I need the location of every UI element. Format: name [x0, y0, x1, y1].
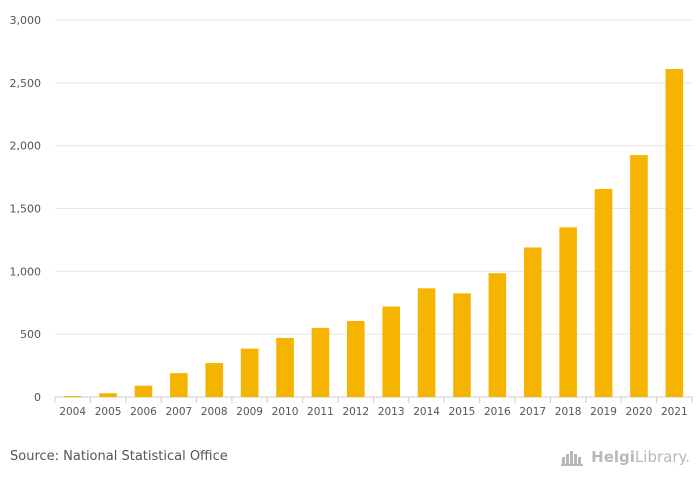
bar [170, 373, 188, 397]
x-tick-label: 2005 [95, 406, 122, 418]
helgi-library-logo[interactable]: HelgiLibrary. [561, 446, 690, 468]
bar [205, 363, 224, 397]
bar-chart: 0 500 1,000 1,500 2,000 2,500 3,000 2004 2005 200… [10, 14, 693, 418]
y-tick-label: 3,000 [10, 14, 42, 27]
chart-building-icon [561, 451, 584, 466]
x-tick-label: 2021 [661, 406, 688, 418]
bar [523, 247, 542, 397]
bar [488, 273, 507, 397]
x-tick-label: 2020 [626, 406, 653, 418]
logo-text: Library. [634, 448, 690, 466]
x-tick-label: 2017 [519, 406, 546, 418]
x-tick-label: 2018 [555, 406, 582, 418]
y-tick-label: 2,500 [10, 77, 42, 90]
y-tick-label: 0 [34, 391, 41, 404]
bar [630, 155, 648, 397]
logo-bold-text: Helgi [591, 448, 635, 466]
bar [417, 288, 436, 397]
bar [240, 348, 259, 397]
source-note: Source: National Statistical Office [10, 449, 228, 464]
bar [63, 395, 82, 397]
x-tick-label: 2004 [59, 406, 86, 418]
y-tick-label: 1,000 [10, 265, 42, 278]
bar [311, 327, 330, 397]
y-tick-label: 1,500 [10, 203, 42, 216]
bar [559, 227, 577, 397]
bar [99, 393, 117, 397]
x-tick-label: 2010 [272, 406, 299, 418]
y-tick-label: 2,000 [10, 140, 42, 153]
x-tick-label: 2011 [307, 406, 334, 418]
bar [382, 306, 400, 397]
bar [276, 337, 294, 397]
x-tick-label: 2016 [484, 406, 511, 418]
x-tick-label: 2008 [201, 406, 228, 418]
bar [594, 189, 613, 397]
bar [134, 385, 153, 397]
y-tick-label: 500 [20, 328, 41, 341]
x-tick-label: 2007 [165, 406, 192, 418]
x-tick-label: 2019 [590, 406, 617, 418]
x-tick-label: 2015 [449, 406, 476, 418]
x-tick-label: 2006 [130, 406, 157, 418]
bar [665, 69, 684, 397]
x-tick-label: 2014 [413, 406, 440, 418]
x-tick-label: 2013 [378, 406, 405, 418]
x-tick-label: 2012 [342, 406, 369, 418]
x-tick-label: 2009 [236, 406, 263, 418]
bar [347, 320, 365, 397]
bar [453, 293, 471, 397]
